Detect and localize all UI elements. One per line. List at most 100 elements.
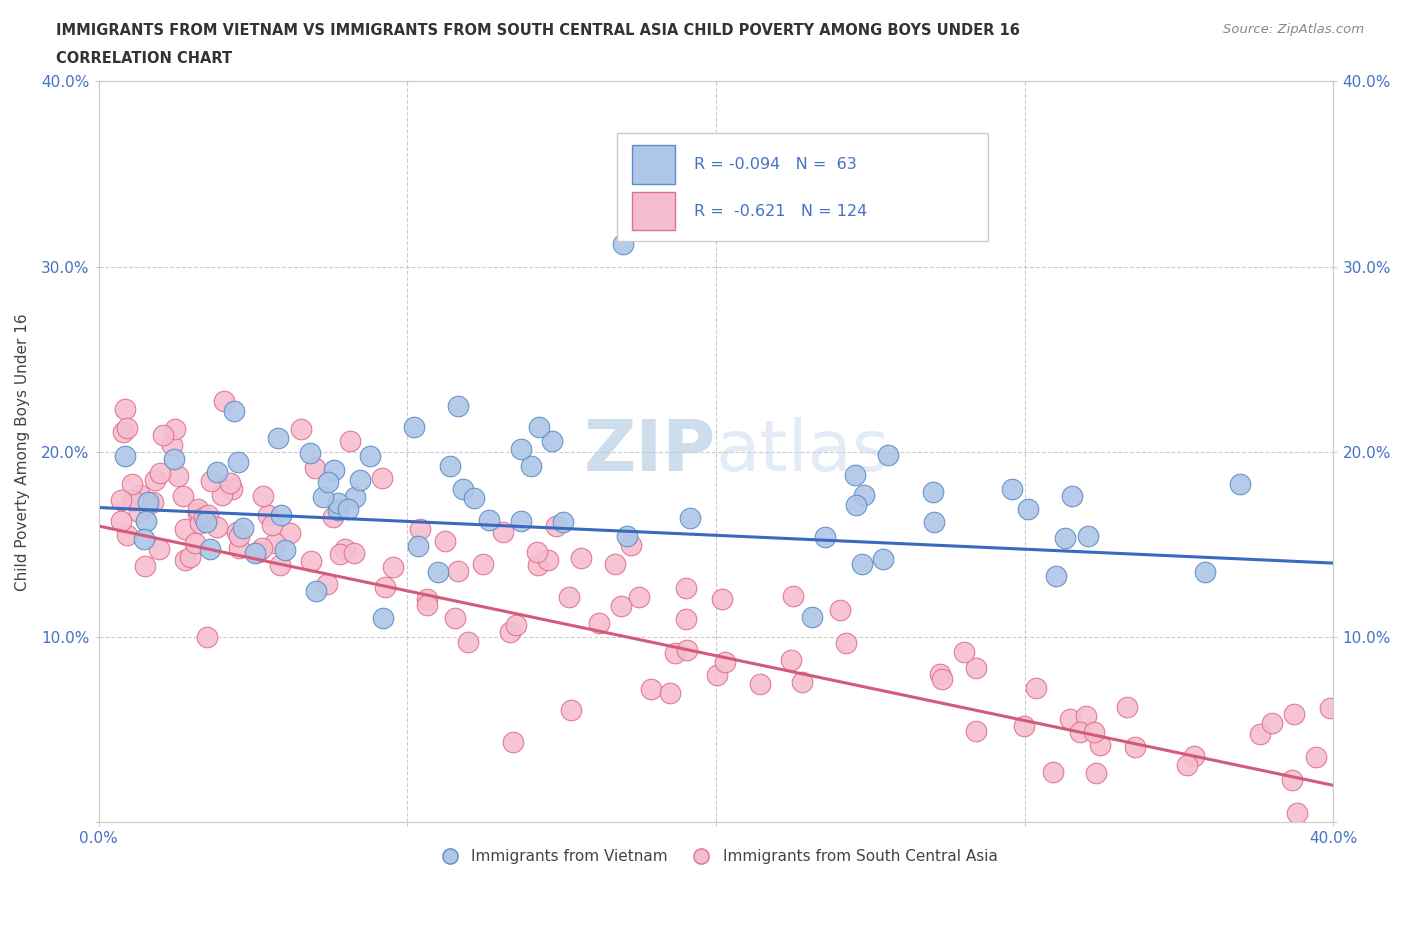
Point [135,513,157,528]
Point [1319,701,1341,716]
Point [270,508,292,523]
Point [439,458,461,473]
Point [1083,724,1105,739]
Point [426,565,449,579]
Point [780,652,803,667]
Bar [633,145,675,184]
Point [174,553,197,568]
Point [965,661,987,676]
Point [447,399,470,414]
Point [526,545,548,560]
Point [132,532,155,547]
Point [145,473,167,488]
Point [922,514,945,529]
Point [212,393,235,408]
Point [853,487,876,502]
Point [1045,569,1067,584]
Point [343,546,366,561]
Point [588,616,610,631]
Point [142,495,165,510]
Point [1229,476,1251,491]
Point [1059,711,1081,726]
Text: R =  -0.621   N = 124: R = -0.621 N = 124 [693,204,868,219]
Point [257,508,280,523]
FancyBboxPatch shape [617,133,988,241]
Point [374,579,396,594]
Point [337,502,360,517]
Point [1069,725,1091,740]
Point [1085,765,1108,780]
Point [228,528,250,543]
Point [560,702,582,717]
Point [305,584,328,599]
Point [612,237,634,252]
Point [1282,707,1305,722]
Point [492,525,515,539]
Point [710,591,733,606]
Point [510,513,533,528]
Y-axis label: Child Poverty Among Boys Under 16: Child Poverty Among Boys Under 16 [15,313,30,591]
Point [329,546,352,561]
Point [207,520,229,535]
Point [299,553,322,568]
Point [1184,749,1206,764]
Point [136,495,159,510]
Point [339,433,361,448]
Point [1281,773,1303,788]
Point [527,557,550,572]
Point [551,515,574,530]
Point [128,504,150,519]
Point [510,442,533,457]
Point [416,597,439,612]
Point [134,559,156,574]
Point [472,556,495,571]
Point [1062,488,1084,503]
Point [328,502,350,517]
Point [845,498,868,512]
Point [1175,757,1198,772]
Point [1054,530,1077,545]
Point [148,541,170,556]
Point [198,541,221,556]
Point [312,489,335,504]
Point [1012,719,1035,734]
Point [529,419,551,434]
Point [1088,738,1111,753]
Point [706,667,728,682]
Point [1017,502,1039,517]
Point [225,525,247,540]
Point [1077,528,1099,543]
Point [679,511,702,525]
Point [965,724,987,738]
Point [187,502,209,517]
Point [197,508,219,523]
Point [1249,726,1271,741]
Point [402,420,425,435]
Point [640,682,662,697]
Point [922,485,945,499]
Point [520,458,543,473]
Point [814,530,837,545]
Text: IMMIGRANTS FROM VIETNAM VS IMMIGRANTS FROM SOUTH CENTRAL ASIA CHILD POVERTY AMON: IMMIGRANTS FROM VIETNAM VS IMMIGRANTS FR… [56,23,1021,38]
Point [416,591,439,606]
Point [172,489,194,504]
Point [129,487,152,502]
Point [1305,750,1327,764]
Point [381,560,404,575]
Point [160,438,183,453]
Point [232,521,254,536]
Point [335,541,357,556]
Point [200,473,222,488]
Point [499,625,522,640]
Point [179,550,201,565]
Point [316,474,339,489]
Point [149,465,172,480]
Point [194,514,217,529]
Legend: Immigrants from Vietnam, Immigrants from South Central Asia: Immigrants from Vietnam, Immigrants from… [429,844,1004,870]
Point [371,471,394,485]
Point [163,451,186,466]
Point [953,644,976,659]
Point [197,630,219,644]
Point [1001,482,1024,497]
Point [603,557,626,572]
